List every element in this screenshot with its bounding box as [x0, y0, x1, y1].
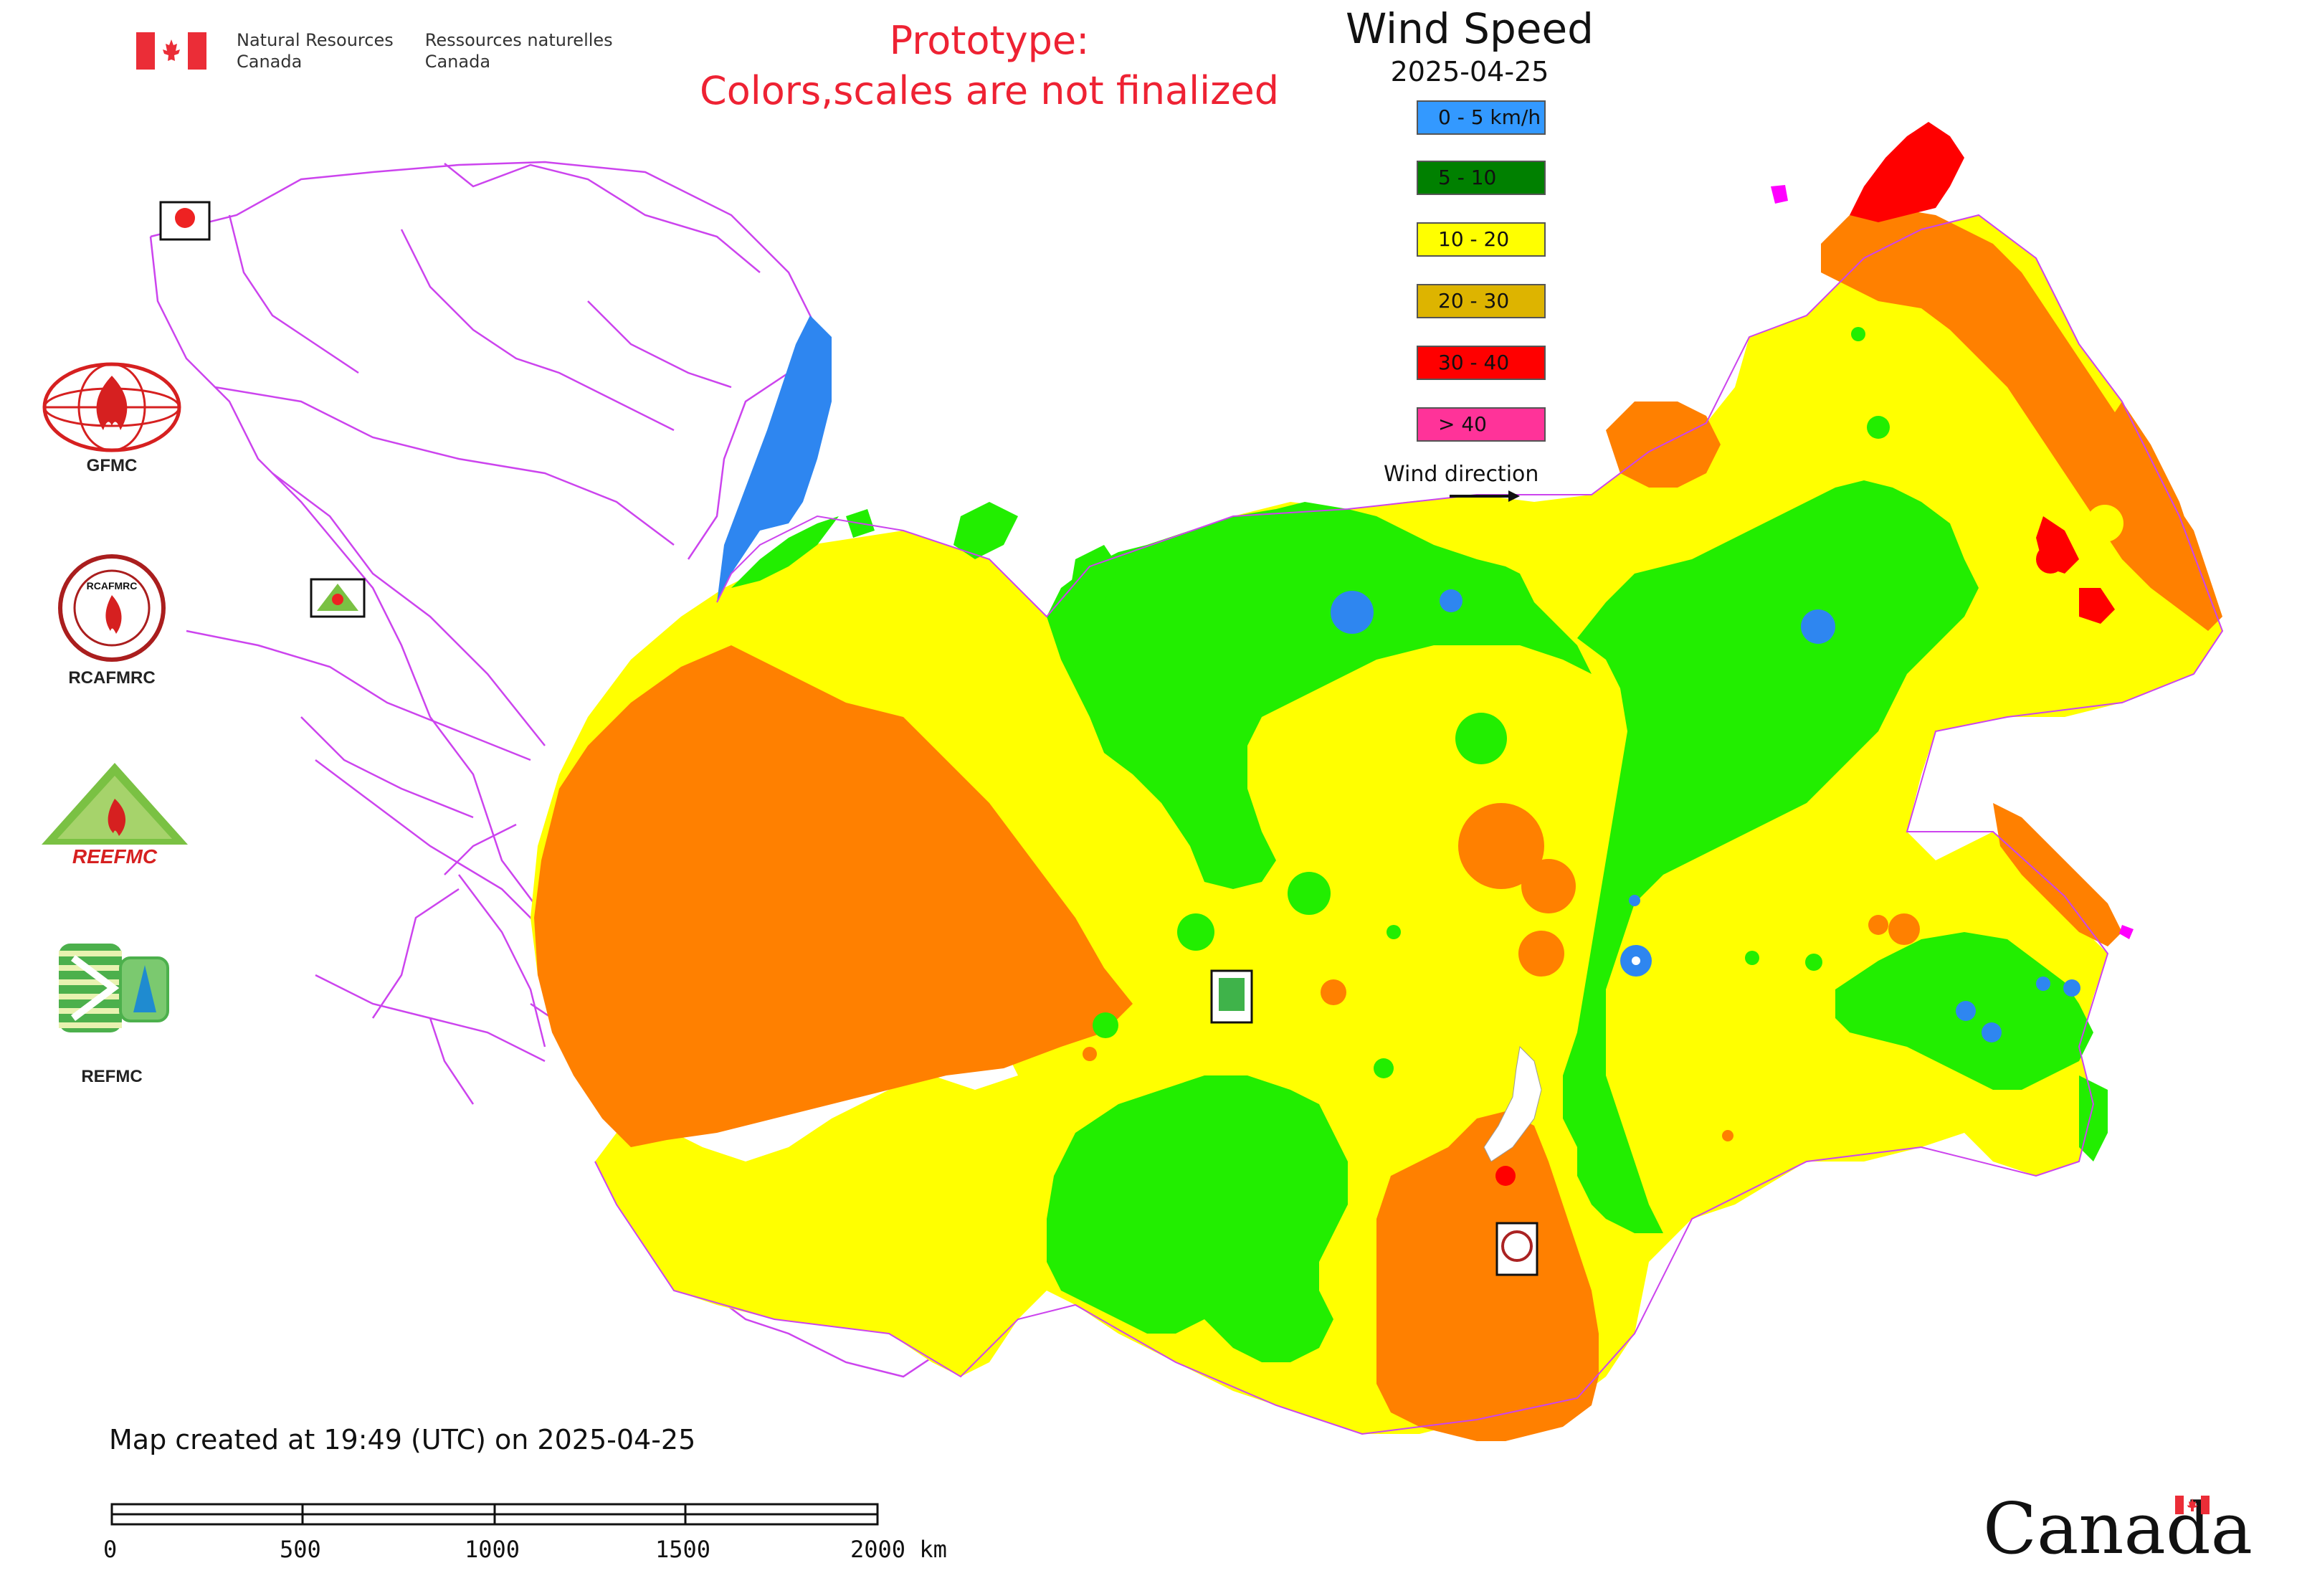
reefmc-logo: REEFMC [42, 763, 188, 868]
canada-flag-icon [136, 32, 206, 70]
rcafmrc-label: RCAFMRC [68, 668, 156, 688]
refmc-label: REFMC [81, 1067, 143, 1086]
scale-tick-1000: 1000 [465, 1536, 520, 1563]
prototype-notice: Prototype: Colors,scales are not finaliz… [700, 18, 1279, 113]
map-date: 2025-04-25 [1390, 56, 1549, 87]
magenta-speck-southeast [2119, 925, 2134, 939]
legend-item-20-30: 20 - 30 [1417, 284, 1546, 318]
map-title: Wind Speed [1345, 4, 1594, 53]
center-markers [159, 201, 1538, 1276]
blue-zone-northwest [717, 315, 832, 602]
legend-item-0-5: 0 - 5 km/h [1417, 100, 1546, 135]
red-zone-kamchatka2 [2079, 588, 2115, 624]
magenta-speck-northeast [1771, 185, 1788, 204]
canada-wordmark: Canada [1983, 1488, 2253, 1570]
reefmc-wordmark: REEFMC [72, 845, 158, 868]
country-outline [594, 214, 2224, 1435]
wind-direction-label: Wind direction [1384, 462, 1539, 487]
orange-zone-west [534, 645, 1133, 1147]
agency-name-en: Natural Resources Canada [237, 30, 394, 72]
green-zone-west-strip [731, 516, 839, 588]
legend-item-5-10: 5 - 10 [1417, 161, 1546, 195]
rcafmrc-logo: RCAFMRC [58, 554, 166, 662]
scale-tick-1500: 1500 [655, 1536, 711, 1563]
gfmc-label: GFMC [86, 456, 138, 475]
legend-item-over-40: > 40 [1417, 407, 1546, 442]
orange-zone-pacific [2093, 402, 2208, 602]
refmc-logo [59, 944, 171, 1032]
arctic-islands [846, 502, 1118, 667]
legend-item-10-20: 10 - 20 [1417, 222, 1546, 257]
orange-zone-south [1376, 1111, 1599, 1441]
wind-zones [531, 122, 2222, 1441]
wind-direction-arrow-icon [1450, 490, 1520, 502]
map-creation-note: Map created at 19:49 (UTC) on 2025-04-25 [109, 1424, 696, 1455]
lake-baikal [1483, 1045, 1542, 1162]
canada-wordmark-flag-icon [2175, 1496, 2210, 1514]
agency-name-fr: Ressources naturelles Canada [424, 30, 613, 72]
scale-tick-500: 500 [280, 1536, 321, 1563]
region-boundaries [149, 161, 819, 1105]
scale-bar [110, 1503, 879, 1526]
legend-item-30-40: 30 - 40 [1417, 346, 1546, 380]
orange-zone-okhotsk [1993, 803, 2122, 946]
red-zone-northeast [1850, 122, 1964, 222]
gfmc-logo [42, 362, 181, 452]
wind-blobs [1083, 327, 2123, 1186]
scale-tick-2000: 2000 km [850, 1536, 947, 1563]
green-zone-northeast [1563, 480, 1979, 1233]
green-zone-far-southeast [2079, 1075, 2108, 1162]
scale-tick-0: 0 [103, 1536, 118, 1563]
nrcan-signature: Natural Resources Canada Ressources natu… [136, 29, 613, 73]
green-zone-south-central [1047, 1075, 1348, 1362]
rcafmrc-emblem-text: RCAFMRC [87, 580, 138, 592]
